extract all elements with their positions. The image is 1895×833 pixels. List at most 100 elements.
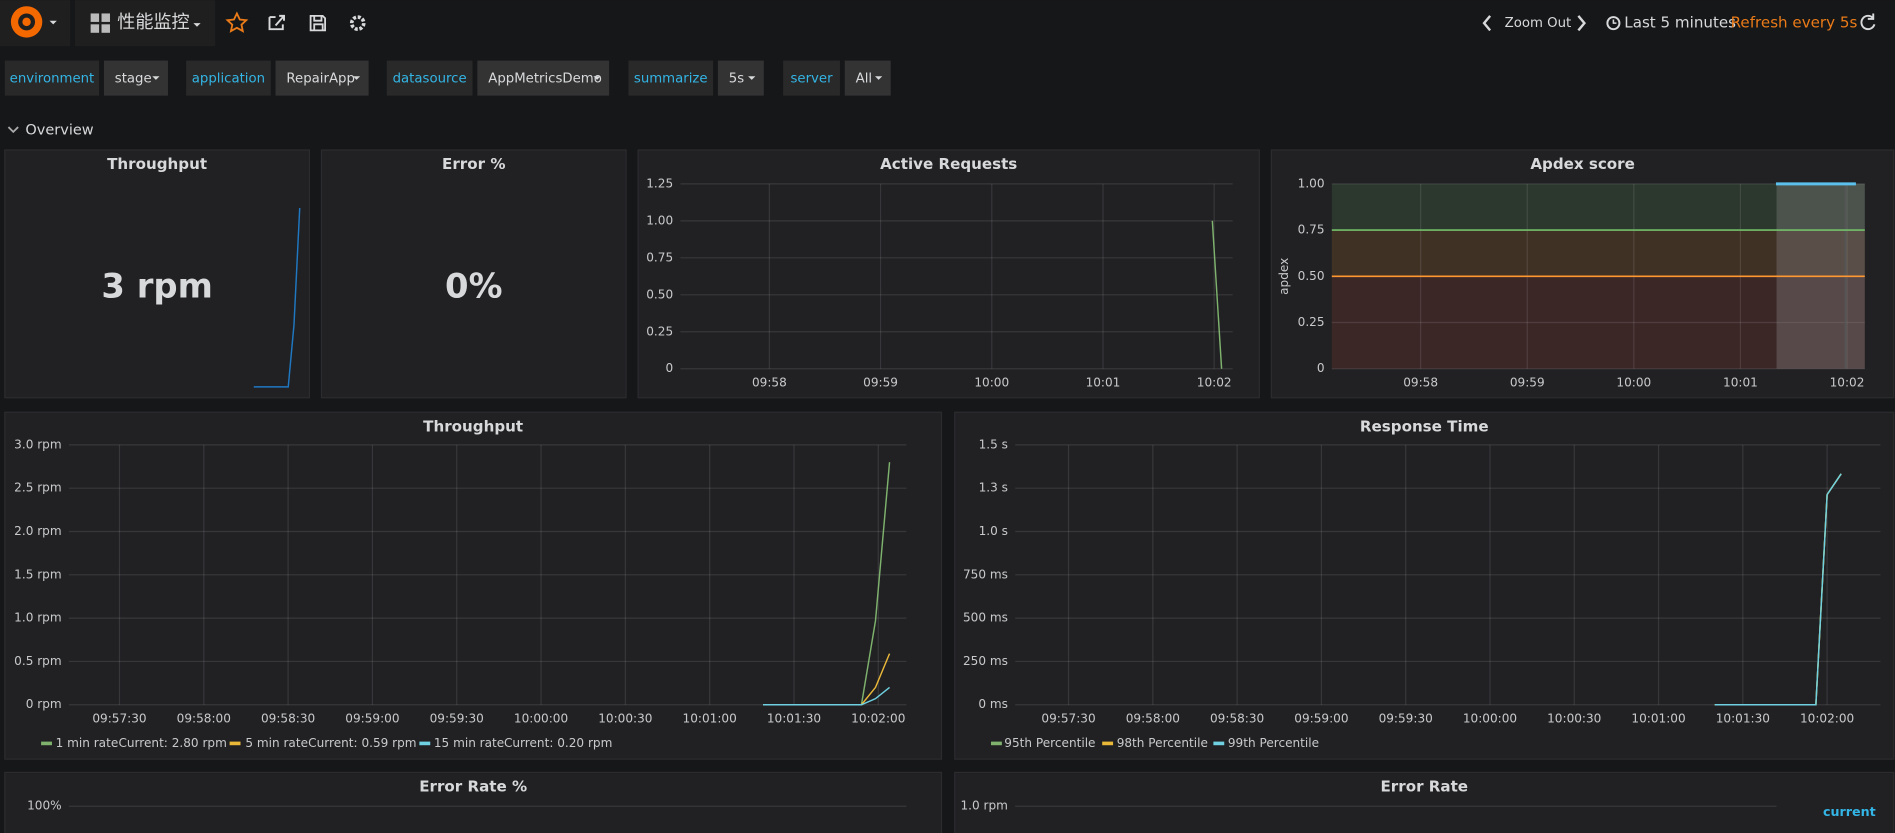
y-tick-label: 1.0 rpm <box>14 611 61 625</box>
x-tick-label: 10:02:00 <box>851 712 905 726</box>
y-tick-label: 1.00 <box>1298 176 1325 190</box>
x-tick-label: 09:57:30 <box>1041 712 1095 726</box>
x-tick-label: 10:00:00 <box>1463 712 1517 726</box>
x-tick-label: 10:02:00 <box>1800 712 1854 726</box>
row-chevron[interactable] <box>7 126 19 134</box>
stat-value: 0% <box>445 266 502 305</box>
y-tick-label: 0.25 <box>646 324 673 338</box>
x-tick-label: 10:00 <box>974 376 1009 390</box>
legend-label[interactable]: 99th Percentile <box>1228 736 1319 750</box>
x-tick-label: 10:02 <box>1830 376 1865 390</box>
save-button[interactable] <box>309 14 327 32</box>
x-tick-label: 10:01 <box>1086 376 1121 390</box>
time-range[interactable]: Last 5 minutes <box>1624 14 1736 32</box>
dashboard-picker[interactable] <box>74 0 216 47</box>
variable-label: server <box>791 72 834 87</box>
y-tick-label: 500 ms <box>963 611 1008 625</box>
share-button[interactable] <box>268 14 285 31</box>
variable-label-box <box>386 60 473 96</box>
series-line <box>763 686 890 706</box>
series-line <box>1714 473 1842 706</box>
panel-title[interactable]: Response Time <box>1360 417 1489 435</box>
clock-icon <box>1606 16 1621 31</box>
legend-label[interactable]: 95th Percentile <box>1004 736 1095 750</box>
y-tick-label: 1.3 s <box>979 481 1008 495</box>
refresh-interval[interactable]: Refresh every 5s <box>1731 14 1858 32</box>
y-tick-label: 3.0 rpm <box>14 437 61 451</box>
x-tick-label: 09:58:30 <box>1210 712 1264 726</box>
x-tick-label: 09:58:00 <box>1126 712 1180 726</box>
variable-label-box <box>4 60 100 96</box>
panel-title[interactable]: Error Rate % <box>419 777 527 795</box>
stat-value: 3 rpm <box>101 266 212 305</box>
x-tick-label: 10:00:30 <box>598 712 652 726</box>
variable-value: AppMetricsDemo <box>488 72 602 87</box>
legend-header[interactable]: current <box>1823 804 1876 819</box>
variable-label: environment <box>10 72 95 87</box>
x-tick-label: 09:59:30 <box>430 712 484 726</box>
panel-title[interactable]: Error Rate <box>1381 777 1469 795</box>
panel-title[interactable]: Throughput <box>423 417 523 435</box>
panel-title[interactable]: Apdex score <box>1530 155 1634 173</box>
y-tick-label: 0.5 rpm <box>14 654 61 668</box>
variable-dropdown[interactable] <box>844 60 891 96</box>
x-tick-label: 10:00:00 <box>514 712 568 726</box>
zoom-out[interactable]: Zoom Out <box>1505 16 1572 31</box>
x-tick-label: 10:00:30 <box>1547 712 1601 726</box>
panel-title[interactable]: Throughput <box>107 155 207 173</box>
caret <box>593 76 601 80</box>
panel <box>4 149 310 399</box>
y-tick-label: 2.0 rpm <box>14 524 61 538</box>
clock-hands <box>1612 19 1617 24</box>
dashboard-title[interactable]: 性能监控 <box>117 12 189 33</box>
x-tick-label: 10:01:30 <box>767 712 821 726</box>
legend-current: Current: 2.80 rpm <box>118 736 226 750</box>
x-tick-label: 09:58 <box>1403 376 1438 390</box>
variable-dropdown[interactable] <box>275 60 369 96</box>
panel <box>637 149 1260 399</box>
legend-label[interactable]: 1 min rate <box>56 736 119 750</box>
legend-label[interactable]: 15 min rate <box>434 736 504 750</box>
variable-label: summarize <box>634 72 708 87</box>
variable-label-box <box>628 60 714 96</box>
variable-dropdown[interactable] <box>477 60 610 96</box>
star-button[interactable] <box>225 11 249 33</box>
y-tick-label: 0.50 <box>1298 269 1325 283</box>
x-tick-label: 10:00 <box>1616 376 1651 390</box>
variable-value: stage <box>115 72 152 87</box>
panel-title[interactable]: Error % <box>442 155 505 173</box>
y-tick-label: 1.0 rpm <box>960 799 1007 813</box>
panel <box>1270 149 1895 399</box>
caret <box>874 76 883 80</box>
variable-label-box <box>783 60 840 96</box>
row-title[interactable]: Overview <box>25 123 93 139</box>
y-tick-label: 1.5 s <box>979 437 1008 451</box>
logo-core <box>22 17 31 27</box>
variable-value: RepairApp <box>286 72 354 87</box>
legend-label[interactable]: 5 min rate <box>245 736 308 750</box>
settings-button[interactable] <box>349 15 366 31</box>
x-tick-label: 09:59:00 <box>1294 712 1348 726</box>
x-tick-label: 10:01 <box>1723 376 1758 390</box>
zoom-back[interactable] <box>1482 15 1492 32</box>
threshold-region <box>1331 276 1865 369</box>
x-tick-label: 10:01:00 <box>683 712 737 726</box>
x-tick-label: 09:59:30 <box>1379 712 1433 726</box>
caret <box>152 76 160 80</box>
zoom-forward[interactable] <box>1577 15 1586 32</box>
threshold-region <box>1331 183 1865 231</box>
x-tick-label: 09:57:30 <box>92 712 146 726</box>
panel-title[interactable]: Active Requests <box>880 155 1017 173</box>
y-tick-label: 1.25 <box>646 176 673 190</box>
panel <box>954 771 1895 833</box>
panel <box>4 771 943 833</box>
x-tick-label: 10:01:00 <box>1631 712 1685 726</box>
panel <box>4 411 943 760</box>
x-tick-label: 09:58:30 <box>261 712 315 726</box>
variable-dropdown[interactable] <box>717 60 764 96</box>
sparkline <box>253 207 301 388</box>
refresh-button[interactable] <box>1860 13 1876 31</box>
y-tick-label: 750 ms <box>963 567 1008 581</box>
legend-label[interactable]: 98th Percentile <box>1117 736 1208 750</box>
legend-current: Current: 0.59 rpm <box>308 736 416 750</box>
